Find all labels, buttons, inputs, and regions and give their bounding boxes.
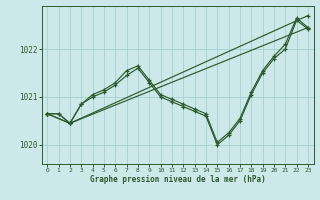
- X-axis label: Graphe pression niveau de la mer (hPa): Graphe pression niveau de la mer (hPa): [90, 175, 266, 184]
